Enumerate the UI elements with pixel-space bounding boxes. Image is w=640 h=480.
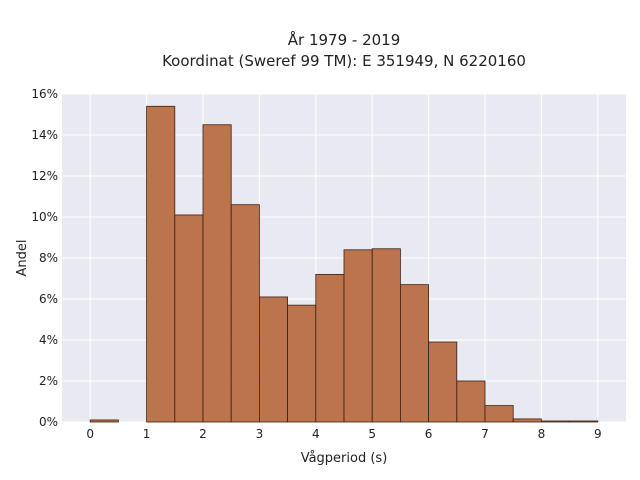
x-tick-label: 1 bbox=[143, 427, 151, 441]
histogram-bar bbox=[174, 214, 204, 423]
x-tick-label: 3 bbox=[256, 427, 264, 441]
histogram-bar bbox=[89, 419, 119, 423]
histogram-bar bbox=[399, 284, 429, 423]
x-tick-label: 8 bbox=[538, 427, 546, 441]
histogram-bar bbox=[484, 405, 514, 423]
y-tick-label: 4% bbox=[39, 333, 58, 347]
y-tick-label: 14% bbox=[31, 128, 58, 142]
x-tick-label: 4 bbox=[312, 427, 320, 441]
y-tick-label: 2% bbox=[39, 374, 58, 388]
chart-title: År 1979 - 2019 bbox=[288, 30, 401, 49]
y-tick-label: 0% bbox=[39, 415, 58, 429]
x-tick-label: 5 bbox=[368, 427, 376, 441]
histogram-bar bbox=[202, 124, 232, 423]
histogram-bar bbox=[541, 420, 571, 423]
chart-subtitle: Koordinat (Sweref 99 TM): E 351949, N 62… bbox=[162, 52, 526, 70]
x-tick-label: 2 bbox=[199, 427, 207, 441]
y-tick-label: 12% bbox=[31, 169, 58, 183]
histogram-bar bbox=[146, 105, 176, 423]
histogram-bar bbox=[428, 341, 458, 423]
y-tick-label: 8% bbox=[39, 251, 58, 265]
x-tick-label: 0 bbox=[86, 427, 94, 441]
histogram-bar bbox=[343, 249, 373, 423]
x-tick-label: 6 bbox=[425, 427, 433, 441]
x-axis-label: Vågperiod (s) bbox=[301, 451, 388, 466]
histogram-bar bbox=[569, 420, 599, 423]
histogram-bar bbox=[512, 418, 542, 423]
y-tick-label: 16% bbox=[31, 87, 58, 101]
histogram-bar bbox=[315, 273, 345, 423]
x-tick-label: 9 bbox=[594, 427, 602, 441]
y-tick-label: 6% bbox=[39, 292, 58, 306]
x-axis-ticks: 0 1 2 3 4 5 6 7 8 9 bbox=[86, 427, 601, 441]
y-axis-ticks: 0% 2% 4% 6% 8% 10% 12% 14% 16% bbox=[31, 87, 58, 429]
y-tick-label: 10% bbox=[31, 210, 58, 224]
y-axis-label: Andel bbox=[15, 240, 30, 277]
histogram-bar bbox=[371, 248, 401, 423]
histogram-bars bbox=[89, 105, 599, 423]
histogram-bar bbox=[287, 304, 317, 423]
histogram-bar bbox=[456, 380, 486, 423]
x-tick-label: 7 bbox=[481, 427, 489, 441]
histogram-bar bbox=[230, 204, 260, 423]
histogram-bar bbox=[258, 296, 288, 423]
